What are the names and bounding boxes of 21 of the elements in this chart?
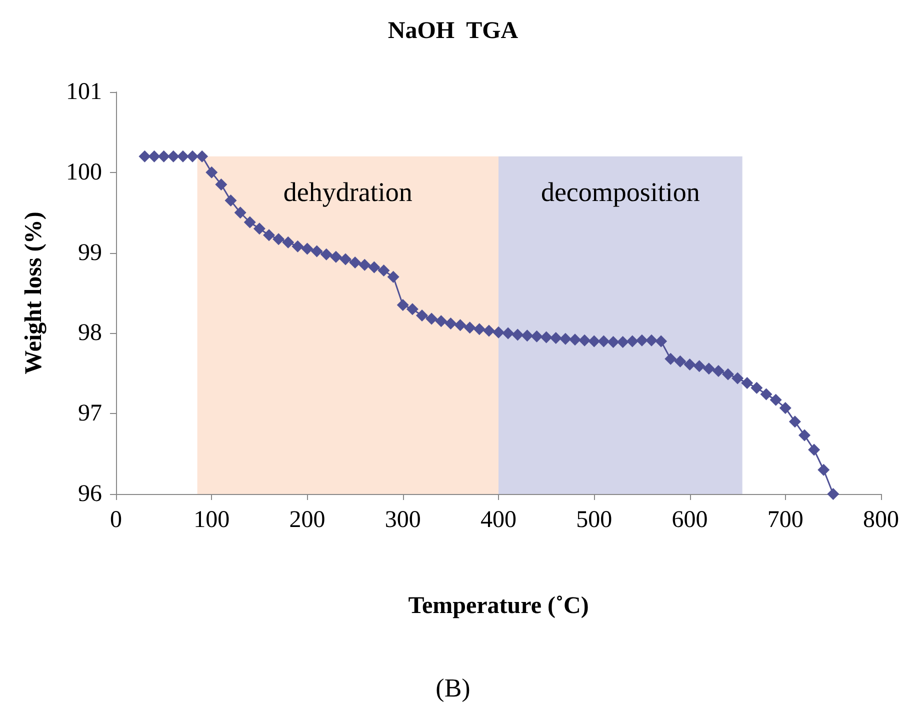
y-tick-label: 99 bbox=[78, 240, 102, 266]
x-tick-label: 0 bbox=[110, 507, 122, 533]
text: (B) bbox=[436, 674, 470, 702]
y-tick-label: 97 bbox=[78, 400, 102, 427]
x-tick-label: 800 bbox=[863, 507, 899, 533]
x-tick-label: 500 bbox=[576, 507, 612, 533]
band-label: decomposition bbox=[540, 176, 700, 207]
x-tick-label: 200 bbox=[289, 507, 326, 533]
y-tick-label: 101 bbox=[66, 79, 102, 105]
y-tick-label: 100 bbox=[66, 159, 102, 186]
x-tick-label: 300 bbox=[384, 507, 421, 533]
x-tick-label: 400 bbox=[480, 507, 516, 533]
x-tick-label: 600 bbox=[672, 507, 708, 533]
x-axis-title: Temperature (˚C) bbox=[408, 593, 589, 619]
band-label: dehydration bbox=[283, 176, 413, 207]
x-tick-label: 100 bbox=[194, 507, 230, 533]
y-tick-label: 98 bbox=[78, 320, 102, 346]
y-axis-title: Weight loss (%) bbox=[21, 212, 47, 374]
chart-title: NaOH TGA bbox=[388, 18, 519, 44]
y-tick-label: 96 bbox=[78, 481, 102, 507]
x-tick-label: 700 bbox=[767, 507, 804, 533]
